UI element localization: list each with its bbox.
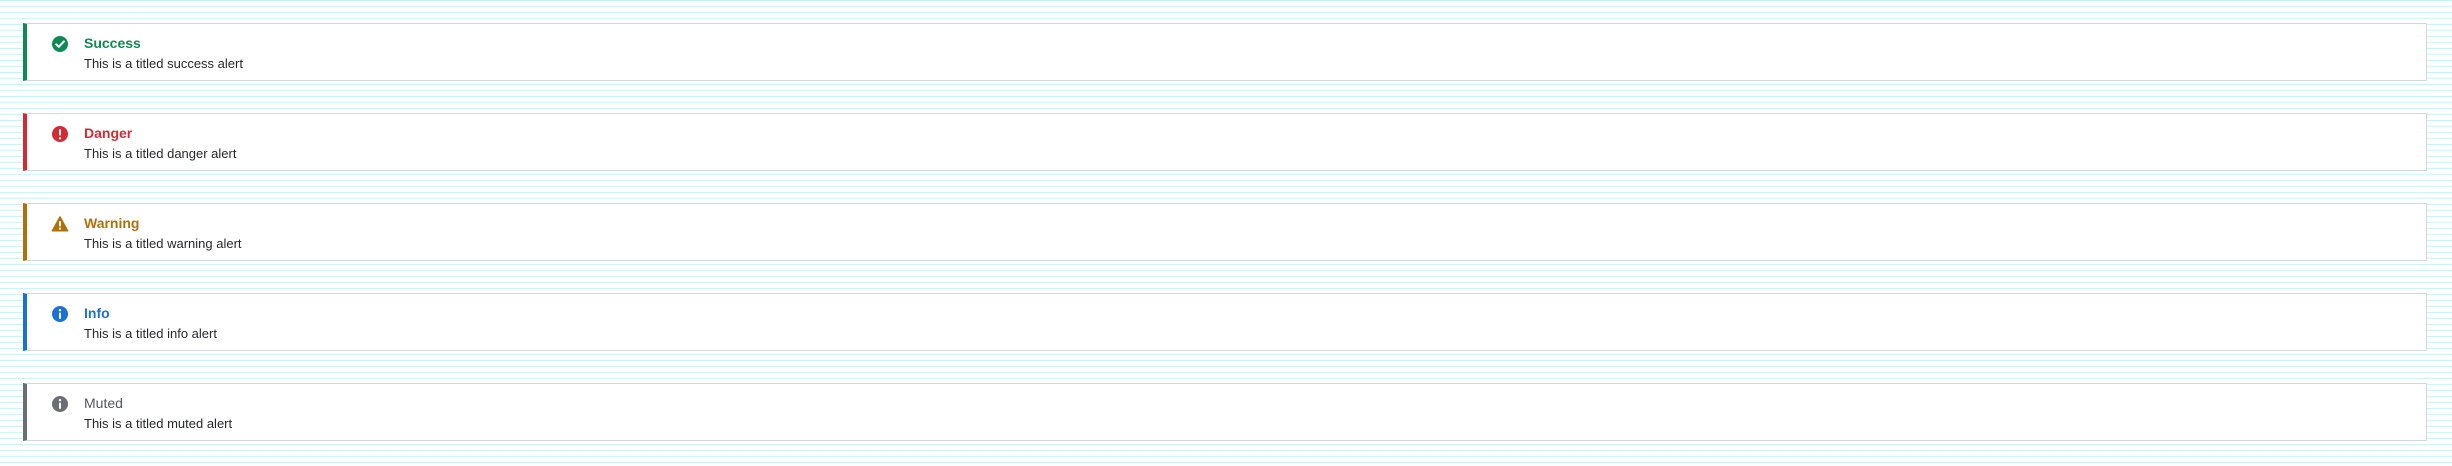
alert-list: Success This is a titled success alert D…	[23, 23, 2427, 466]
alert-title: Danger	[84, 125, 133, 141]
alert-title: Success	[84, 35, 141, 51]
alert-message: This is a titled muted alert	[84, 416, 233, 431]
alert-title: Info	[84, 305, 110, 321]
alert-message: This is a titled warning alert	[84, 236, 242, 251]
alert-danger: Danger This is a titled danger alert	[23, 113, 2427, 171]
alert-success: Success This is a titled success alert	[23, 23, 2427, 81]
exclamation-circle-icon	[51, 125, 69, 143]
alert-title: Warning	[84, 215, 140, 231]
warning-triangle-icon	[51, 215, 69, 233]
alert-message: This is a titled info alert	[84, 326, 217, 341]
alert-title: Muted	[84, 395, 123, 411]
alert-muted: Muted This is a titled muted alert	[23, 383, 2427, 441]
info-circle-icon	[51, 305, 69, 323]
check-circle-icon	[51, 35, 69, 53]
alert-warning: Warning This is a titled warning alert	[23, 203, 2427, 261]
alert-info: Info This is a titled info alert	[23, 293, 2427, 351]
alert-message: This is a titled danger alert	[84, 146, 237, 161]
alert-message: This is a titled success alert	[84, 56, 243, 71]
info-circle-icon	[51, 395, 69, 413]
